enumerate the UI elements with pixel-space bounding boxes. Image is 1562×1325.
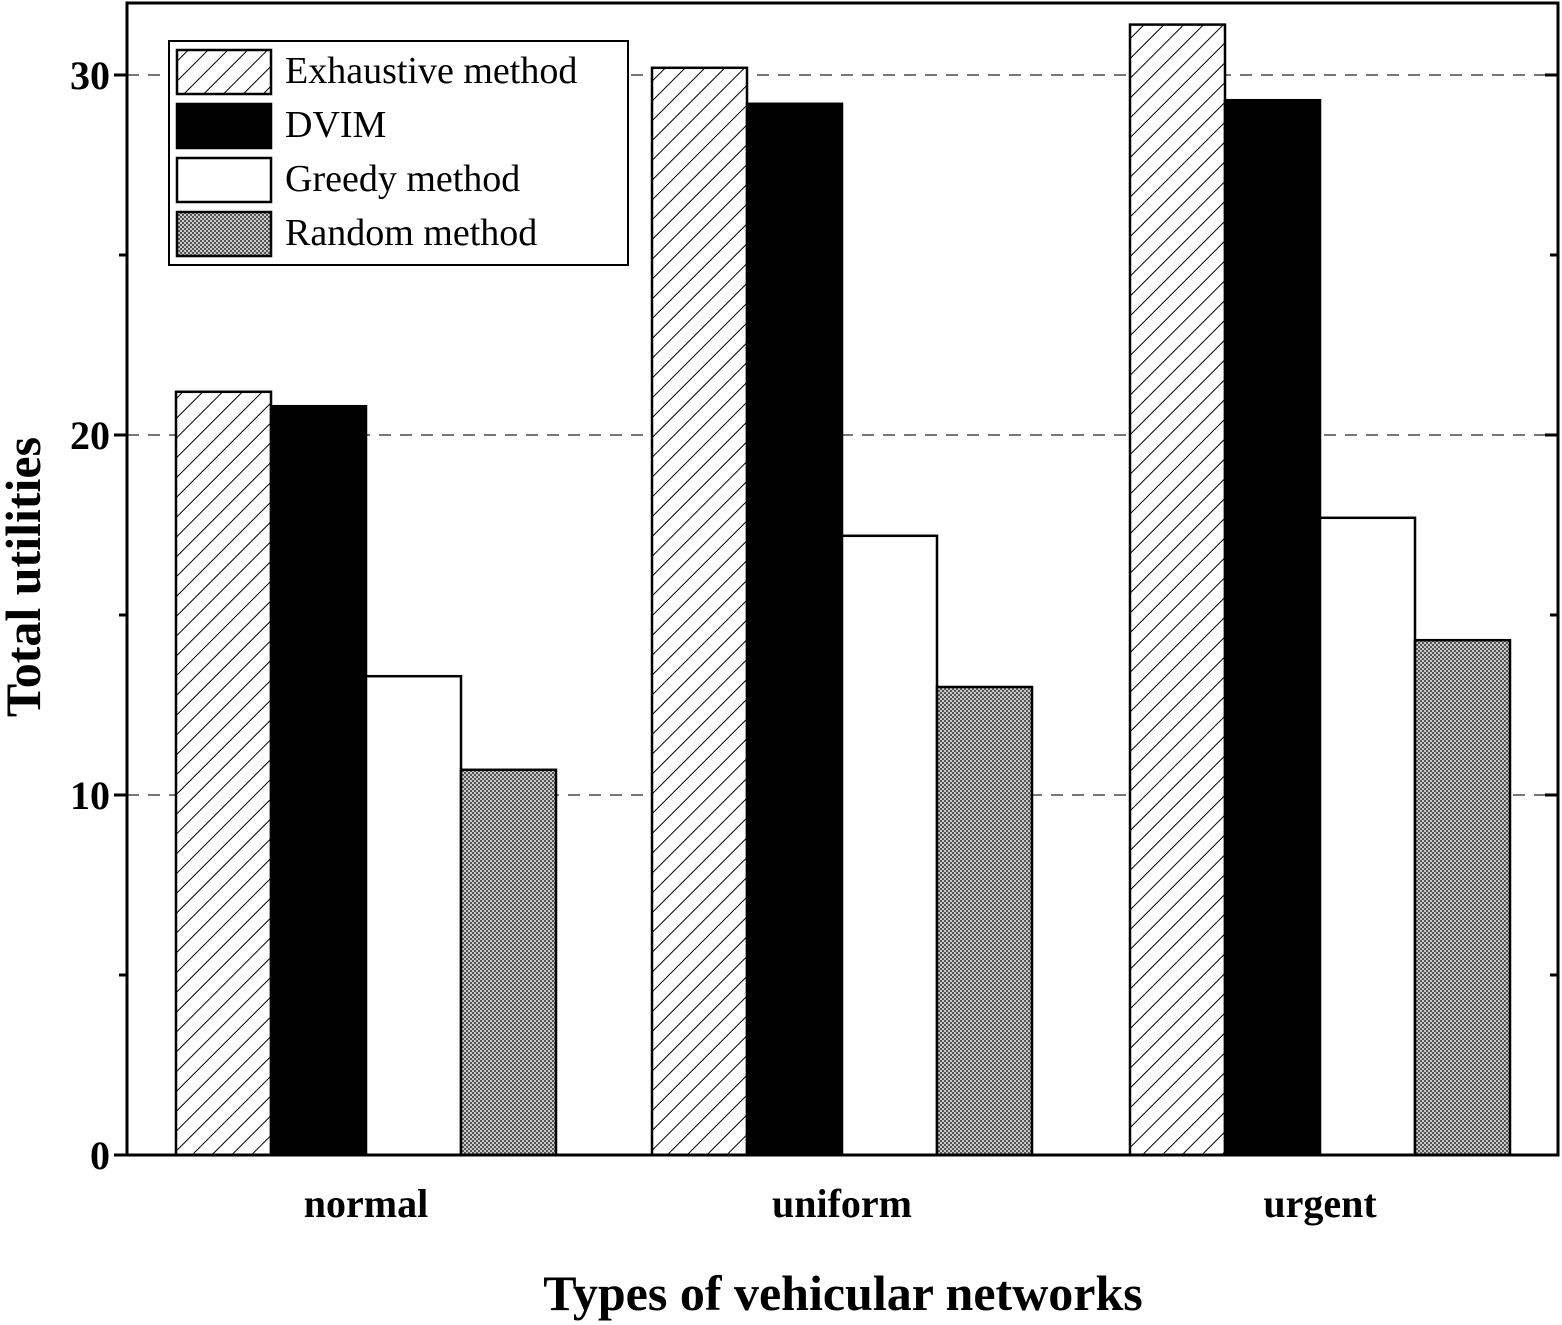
- bar-urgent-greedy-method: [1318, 516, 1417, 1157]
- bar-uniform-exhaustive-method: [650, 66, 749, 1157]
- legend-label-1: DVIM: [285, 104, 386, 146]
- bar-uniform-random-method: [935, 685, 1034, 1157]
- y-tick-label-30: 30: [70, 53, 110, 98]
- bar-normal-exhaustive-method: [174, 390, 273, 1157]
- bar-uniform-dvim: [745, 102, 844, 1157]
- x-tick-label-urgent: urgent: [1263, 1181, 1377, 1226]
- y-tick-label-0: 0: [90, 1133, 110, 1178]
- legend-label-2: Greedy method: [285, 158, 520, 200]
- bar-urgent-random-method: [1413, 638, 1512, 1157]
- bar-normal-dvim: [269, 404, 368, 1157]
- legend: Exhaustive method DVIM Greedy method Random…: [168, 40, 629, 266]
- bar-normal-greedy-method: [364, 674, 463, 1157]
- x-axis-title: Types of vehicular networks: [543, 1265, 1143, 1321]
- legend-swatch-2: [175, 156, 273, 204]
- y-tick-label-10: 10: [70, 773, 110, 818]
- y-axis-title: Total utilities: [0, 437, 51, 717]
- y-tick-label-20: 20: [70, 413, 110, 458]
- legend-label-0: Exhaustive method: [285, 50, 577, 92]
- x-tick-label-normal: normal: [304, 1181, 428, 1226]
- bar-normal-random-method: [459, 768, 558, 1157]
- legend-label-3: Random method: [285, 212, 537, 254]
- bars: [174, 23, 1512, 1157]
- x-tick-label-uniform: uniform: [772, 1181, 912, 1226]
- bar-urgent-dvim: [1223, 98, 1322, 1157]
- legend-swatch-0: [175, 48, 273, 96]
- bar-uniform-greedy-method: [840, 534, 939, 1157]
- plot-frame: [125, 1, 1560, 1157]
- bar-urgent-exhaustive-method: [1128, 23, 1227, 1157]
- legend-swatch-1: [175, 102, 273, 150]
- legend-swatch-3: [175, 210, 273, 258]
- axes: normal uniform urgent 0 10 20 30: [70, 1, 1560, 1226]
